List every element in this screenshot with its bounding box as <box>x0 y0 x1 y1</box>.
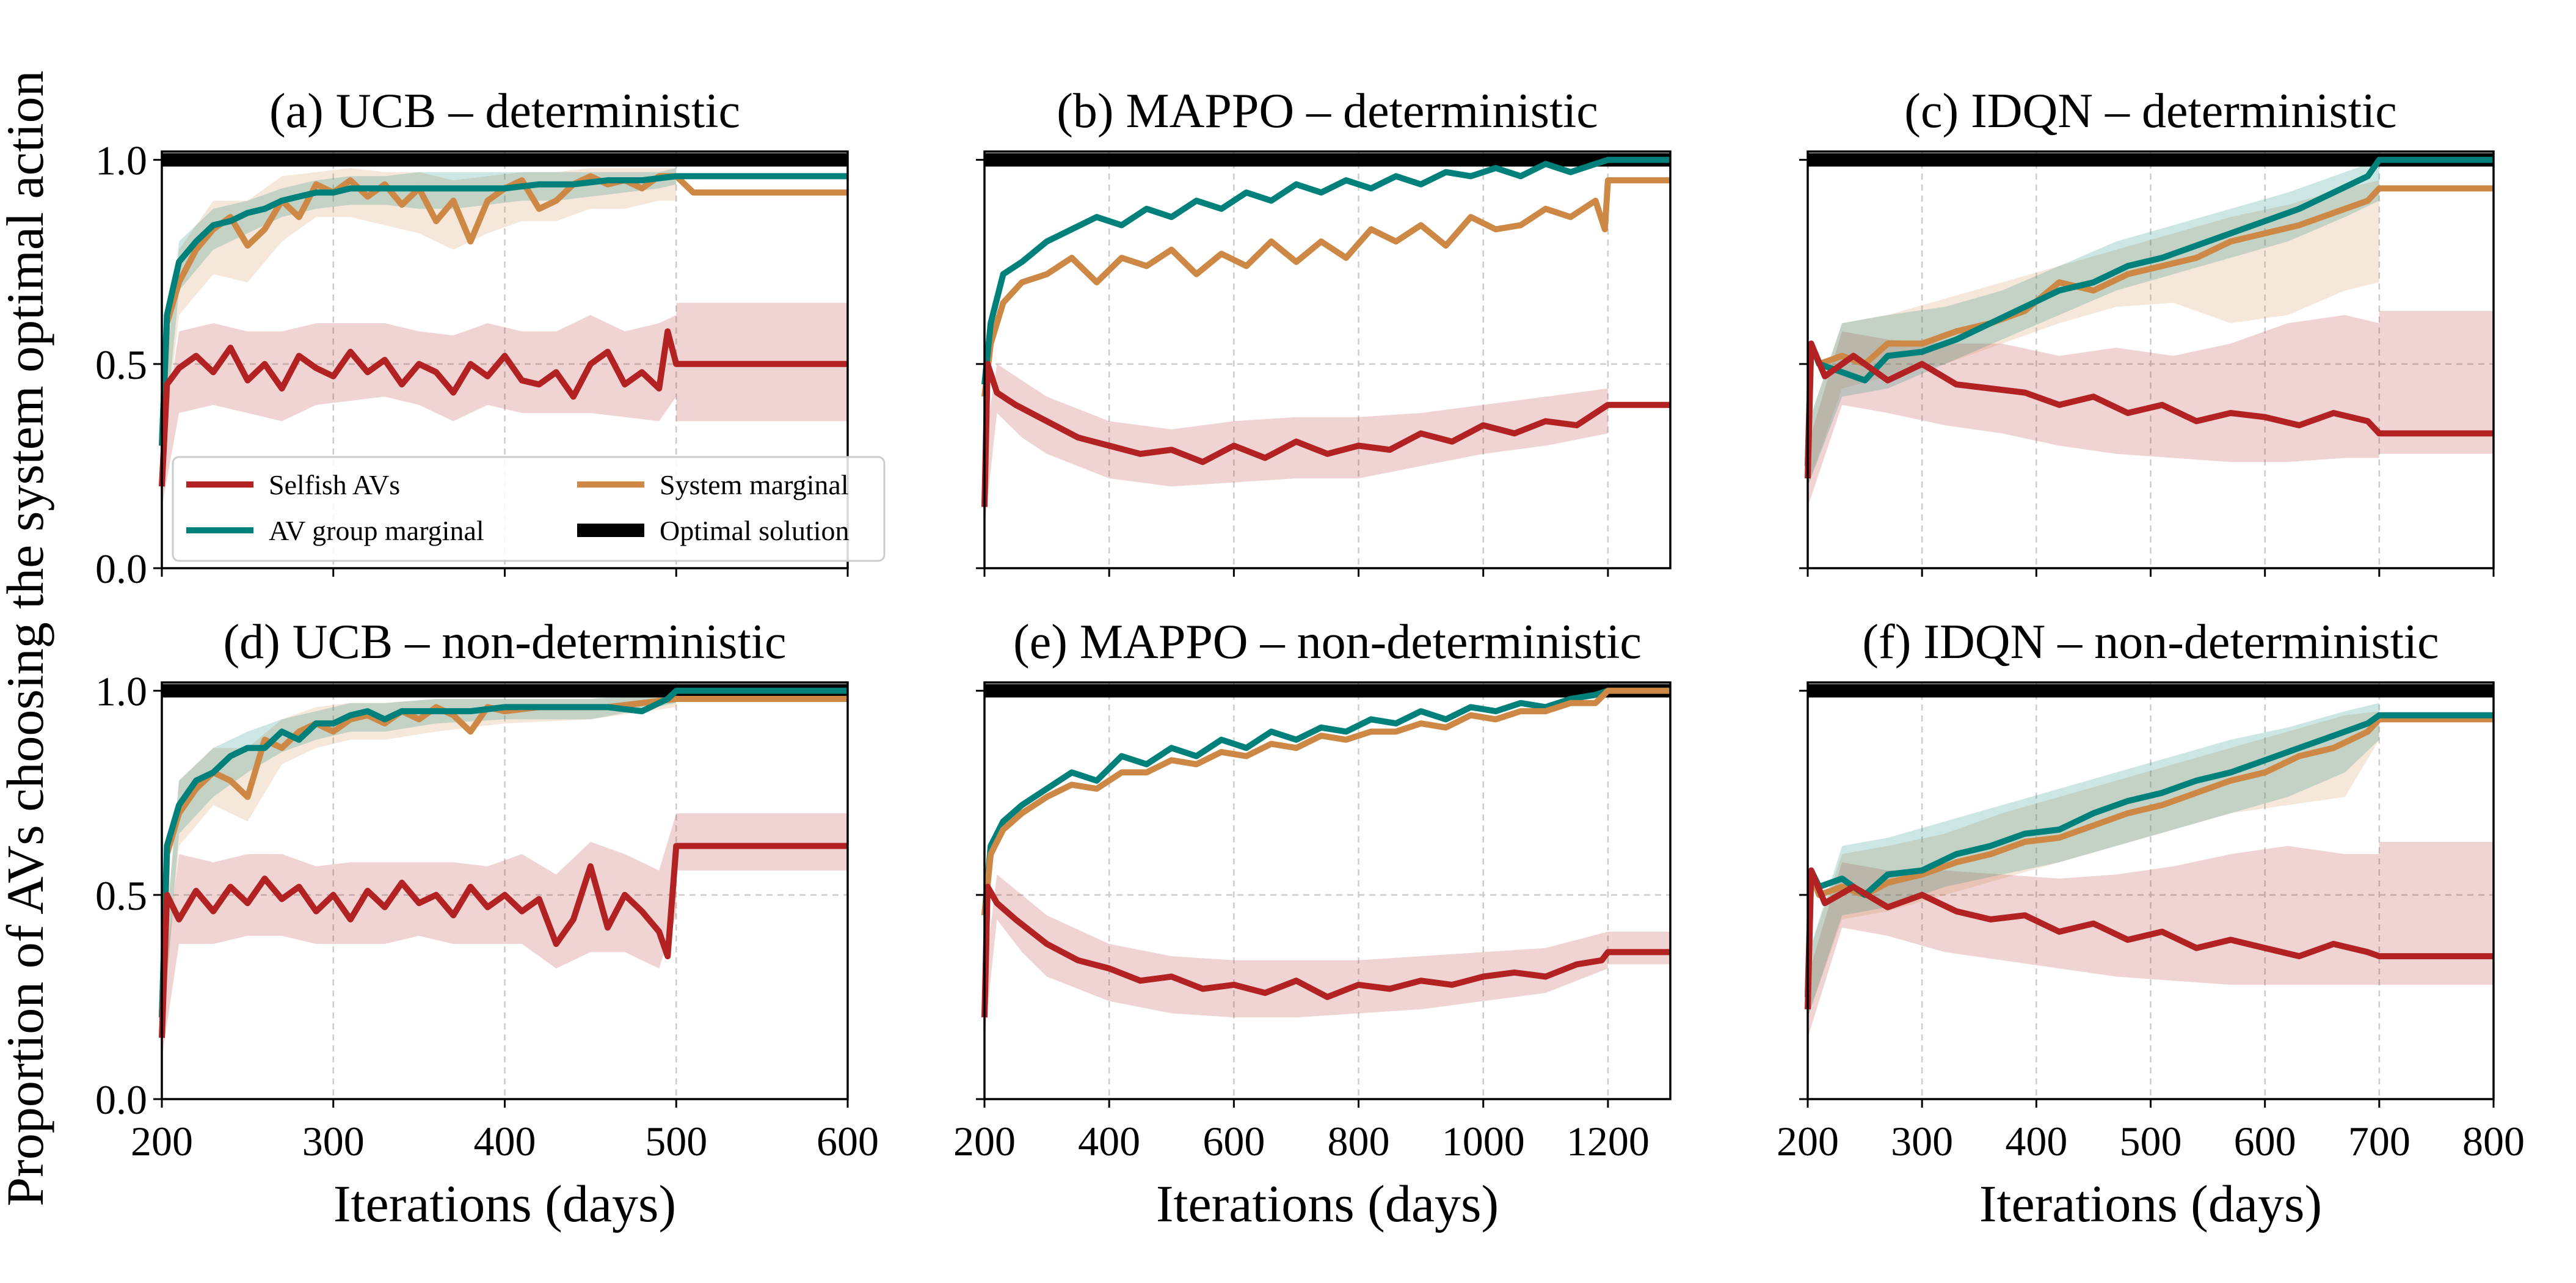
band-selfish <box>162 813 677 1059</box>
series-line-system <box>1805 716 2494 998</box>
panel-d: 0.0 0.5 1.0 200 300 400 500 600 (d) UCB – non-de… <box>95 615 879 1233</box>
series-line-group <box>159 687 848 1018</box>
x-tick-label: 800 <box>1328 1118 1390 1164</box>
y-tick-label: 0.5 <box>95 342 147 388</box>
panels: 0.0 0.5 1.0 (a) UCB – deterministic (b) MAPP… <box>95 84 2525 1233</box>
panel-title: (f) IDQN – non-deterministic <box>1862 615 2439 669</box>
band-selfish <box>2379 310 2494 454</box>
series-line-group <box>1805 156 2494 467</box>
y-tick-label: 0.5 <box>95 872 147 919</box>
panel-e: 200 400 600 800 1000 1200 (e) MAPPO – non-dete… <box>953 615 1672 1233</box>
band-system <box>162 168 677 466</box>
x-tick-label: 400 <box>1078 1118 1140 1164</box>
x-tick-label: 1200 <box>1566 1118 1650 1164</box>
legend-box <box>172 456 886 562</box>
panel-title: (e) MAPPO – non-deterministic <box>1013 615 1642 669</box>
x-tick-label: 400 <box>474 1118 536 1164</box>
y-tick-label: 1.0 <box>95 137 147 184</box>
band-selfish <box>1607 932 1670 965</box>
series-line-selfish <box>981 883 1670 1018</box>
band-selfish <box>1808 315 2379 507</box>
band-system <box>1808 711 2379 1018</box>
panel-f: 200 300 400 500 600 700 800 (f) IDQN – non-dete… <box>1777 615 2525 1233</box>
x-tick-label: 300 <box>1891 1118 1953 1164</box>
band-selfish <box>162 315 677 507</box>
x-axis-label: Iterations (days) <box>1156 1174 1499 1233</box>
band-system <box>1808 180 2379 487</box>
x-tick-label: 400 <box>2005 1118 2067 1164</box>
y-tick-label: 1.0 <box>95 668 147 715</box>
x-tick-label: 500 <box>2120 1118 2182 1164</box>
x-tick-label: 600 <box>2234 1118 2296 1164</box>
x-axis-label: Iterations (days) <box>1979 1174 2322 1233</box>
axes-frame <box>983 681 1672 1100</box>
y-tick-label: 0.0 <box>95 546 147 592</box>
legend-label-group: AV group marginal <box>269 515 484 546</box>
band-selfish <box>984 364 1608 528</box>
legend-label-system: System marginal <box>660 469 849 500</box>
x-tick-label: 200 <box>1777 1118 1839 1164</box>
series-line-selfish <box>159 328 848 487</box>
legend: Selfish AVs System marginal AV group margi… <box>172 456 886 562</box>
panel-title: (a) UCB – deterministic <box>269 84 740 138</box>
x-tick-label: 800 <box>2462 1118 2525 1164</box>
y-tick-label: 0.0 <box>95 1076 147 1123</box>
series-line-selfish <box>1805 867 2494 1010</box>
panel-b: (b) MAPPO – deterministic <box>976 84 1672 577</box>
figure-y-axis-label: Proportion of AVs choosing the system op… <box>0 70 54 1206</box>
panel-c: (c) IDQN – deterministic <box>1799 84 2495 577</box>
axes-frame <box>983 150 1672 569</box>
panel-title: (d) UCB – non-deterministic <box>223 615 786 669</box>
series-line-selfish <box>159 843 848 1038</box>
x-axis-label: Iterations (days) <box>333 1174 676 1233</box>
series-line-selfish <box>1805 340 2494 479</box>
band-selfish <box>676 813 848 871</box>
band-selfish <box>984 874 1608 1038</box>
panel-title: (b) MAPPO – deterministic <box>1057 84 1598 138</box>
x-tick-label: 500 <box>645 1118 707 1164</box>
band-selfish <box>2379 841 2494 985</box>
panel-title: (c) IDQN – deterministic <box>1904 84 2396 138</box>
x-tick-label: 600 <box>817 1118 879 1164</box>
series-line-group <box>159 173 848 446</box>
x-tick-label: 300 <box>302 1118 365 1164</box>
x-tick-label: 200 <box>953 1118 1016 1164</box>
x-tick-label: 700 <box>2348 1118 2410 1164</box>
legend-label-optimal: Optimal solution <box>660 515 850 546</box>
series-line-system <box>981 687 1670 916</box>
x-tick-label: 600 <box>1202 1118 1265 1164</box>
legend-label-selfish: Selfish AVs <box>269 469 400 500</box>
series-line-group <box>981 156 1670 385</box>
series-line-group <box>981 687 1670 916</box>
x-tick-label: 200 <box>131 1118 193 1164</box>
series-line-system <box>981 177 1670 397</box>
band-selfish <box>1808 846 2379 1038</box>
x-tick-label: 1000 <box>1442 1118 1525 1164</box>
panel-a: 0.0 0.5 1.0 (a) UCB – deterministic <box>95 84 849 592</box>
series-line-selfish <box>981 360 1670 507</box>
